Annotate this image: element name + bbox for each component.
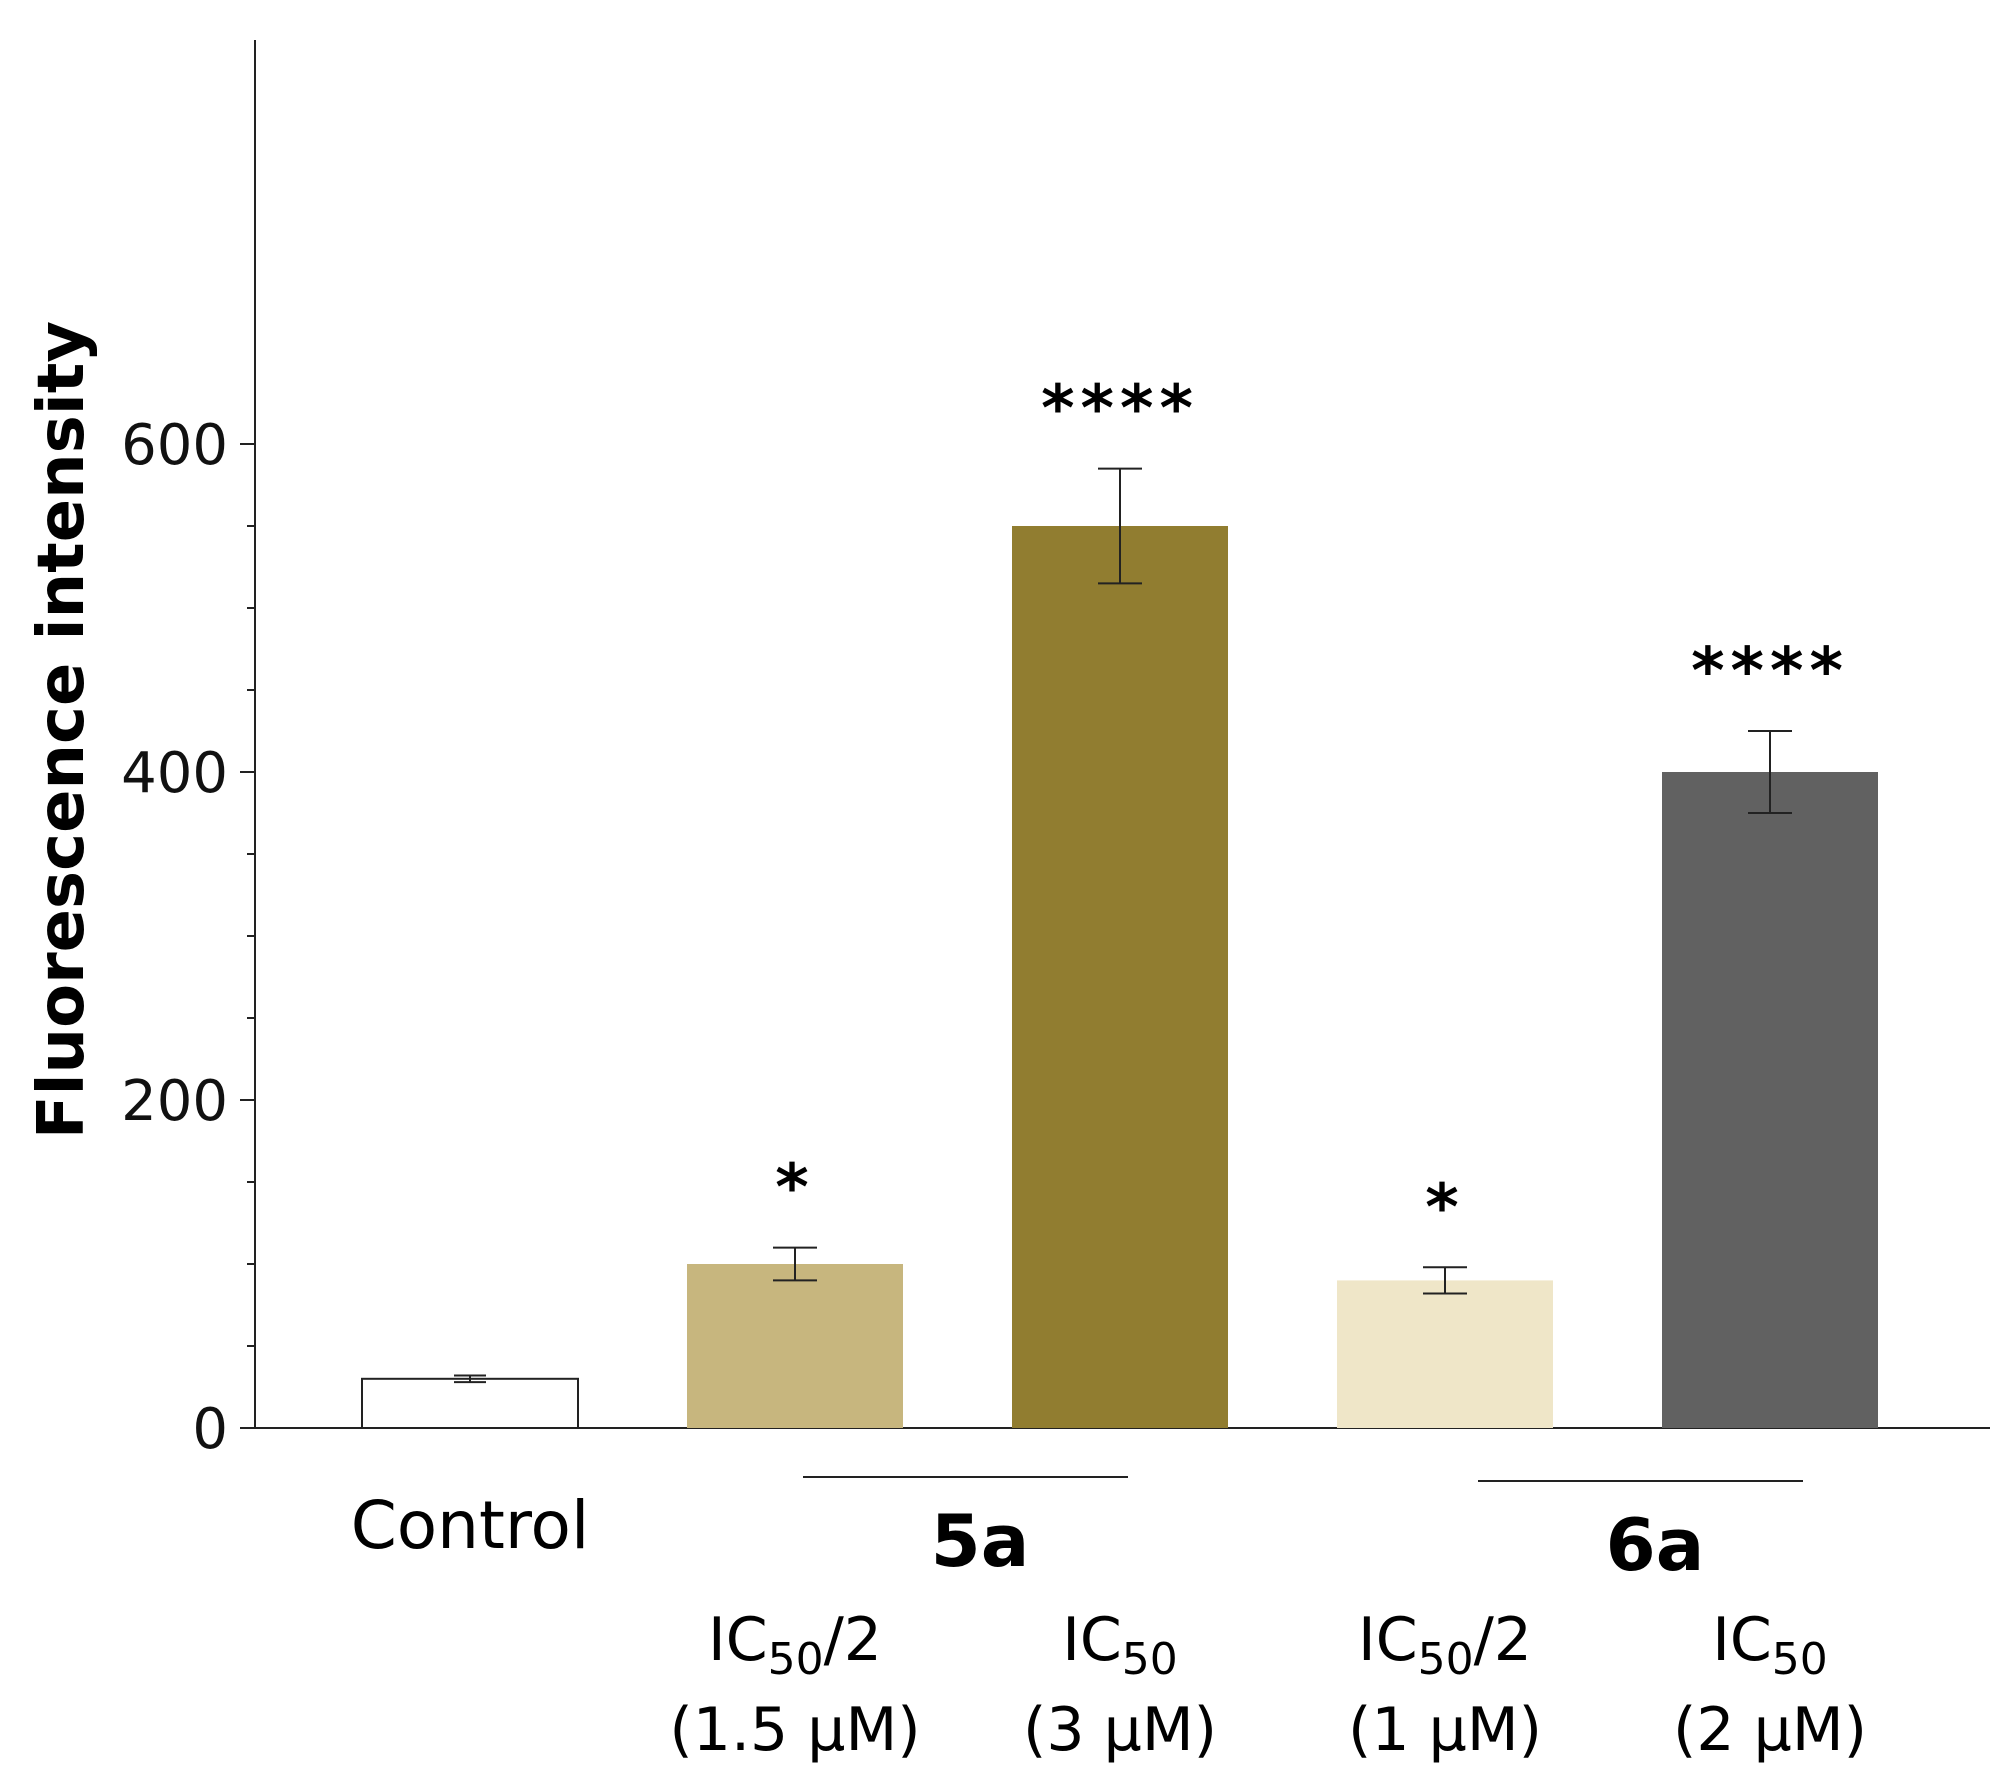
- x-tick-label-line1-4: IC50/2: [1358, 1605, 1532, 1685]
- group-label-5a: 5a: [931, 1499, 1030, 1583]
- significance-4: *: [1425, 1171, 1464, 1245]
- y-ticks: 0 200 400 600: [121, 413, 255, 1462]
- bar-1: [361, 1377, 579, 1430]
- bar-4: [1337, 1280, 1553, 1428]
- bar-3: [1012, 526, 1228, 1428]
- y-tick-label: 200: [121, 1069, 228, 1134]
- error-bars: [454, 467, 1792, 1384]
- x-tick-label-line1-2: IC50/2: [708, 1605, 882, 1685]
- bar-5: [1662, 772, 1878, 1428]
- x-tick-label-line2-3: (3 μM): [1023, 1695, 1217, 1765]
- significance-3: ****: [1041, 373, 1199, 447]
- significance-5: ****: [1691, 635, 1849, 709]
- significance-2: *: [775, 1152, 814, 1226]
- bar-2: [687, 1264, 903, 1428]
- y-axis-label: Fluorescence intensity: [25, 321, 99, 1139]
- x-tick-sublabels: IC50/2 (1.5 μM) IC50 (3 μM) IC50/2 (1 μM) IC50…: [669, 1605, 1867, 1765]
- y-tick-label: 400: [121, 741, 228, 806]
- bars: [361, 526, 1878, 1430]
- x-tick-label-line1-5: IC50: [1712, 1605, 1828, 1685]
- significance-markers: **********: [775, 373, 1849, 1246]
- y-tick-label: 0: [192, 1397, 228, 1462]
- x-tick-label-control: Control: [351, 1487, 590, 1564]
- x-tick-label-line1-3: IC50: [1062, 1605, 1178, 1685]
- x-tick-label-line2-5: (2 μM): [1673, 1695, 1867, 1765]
- x-tick-label-line2-2: (1.5 μM): [669, 1695, 920, 1765]
- y-tick-label: 600: [121, 413, 228, 478]
- x-tick-label-line2-4: (1 μM): [1348, 1695, 1542, 1765]
- group-label-6a: 6a: [1606, 1503, 1705, 1587]
